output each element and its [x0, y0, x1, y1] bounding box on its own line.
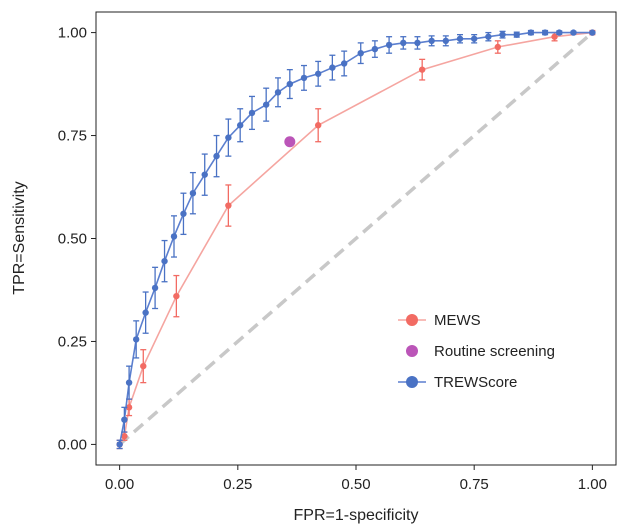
data-point	[286, 80, 294, 88]
data-point	[170, 233, 178, 240]
y-tick-label: 0.25	[58, 333, 87, 350]
data-point	[161, 257, 168, 265]
data-point	[201, 171, 208, 178]
data-point	[527, 29, 535, 36]
data-point	[121, 416, 128, 423]
data-point	[180, 210, 187, 217]
reference-layer	[118, 31, 594, 446]
data-point	[418, 66, 426, 73]
data-point	[140, 362, 147, 370]
legend-marker	[406, 376, 418, 388]
series-layer	[116, 29, 596, 450]
data-point	[589, 29, 596, 36]
data-point	[570, 29, 577, 36]
x-tick-label: 1.00	[578, 476, 607, 493]
data-point	[541, 29, 549, 36]
data-point	[442, 37, 450, 45]
data-point	[329, 64, 336, 71]
data-point	[284, 136, 296, 148]
data-point	[300, 74, 308, 82]
data-point	[485, 33, 492, 40]
data-point	[213, 152, 220, 160]
x-tick-label: 0.50	[341, 476, 370, 493]
legend-item: TREWScore	[398, 374, 517, 391]
data-point	[371, 45, 379, 53]
legend-label: TREWScore	[434, 374, 517, 391]
data-point	[340, 60, 348, 67]
legend-label: Routine screening	[434, 343, 555, 360]
data-point	[556, 29, 563, 36]
legend: MEWS Routine screening TREWScore	[398, 312, 555, 391]
data-point	[125, 404, 133, 411]
x-axis-title: FPR=1-specificity	[294, 507, 419, 524]
data-point	[428, 37, 435, 45]
data-point	[142, 309, 149, 316]
data-point	[357, 49, 364, 57]
y-tick-label: 1.00	[58, 25, 87, 42]
data-point	[225, 134, 232, 141]
data-point	[400, 39, 407, 47]
data-point	[151, 284, 159, 292]
data-point	[314, 122, 322, 129]
data-point	[499, 31, 506, 38]
data-point	[125, 379, 133, 386]
x-tick-label: 0.00	[105, 476, 134, 493]
data-point	[314, 70, 322, 77]
series-routine-screening	[284, 136, 296, 148]
data-point	[456, 35, 464, 42]
data-point	[121, 432, 128, 440]
axis-layer: 0.00 0.25 0.50 0.75 1.00 0.00 0.25 0.50 0.75 1.00	[58, 25, 607, 493]
y-tick-label: 0.75	[58, 128, 87, 145]
legend-marker	[406, 345, 418, 357]
series-trewscore	[116, 29, 596, 450]
y-tick-label: 0.00	[58, 436, 87, 453]
data-point	[173, 292, 180, 300]
data-point	[248, 109, 256, 117]
y-axis-title: TPR=Sensitivity	[11, 181, 28, 294]
data-point	[236, 122, 244, 129]
legend-item: Routine screening	[406, 343, 555, 360]
data-point	[225, 202, 232, 209]
data-point	[132, 336, 140, 343]
data-point	[494, 43, 502, 51]
data-point	[513, 31, 520, 38]
legend-marker	[406, 314, 418, 326]
x-tick-label: 0.75	[460, 476, 489, 493]
data-point	[551, 33, 558, 40]
legend-item: MEWS	[398, 312, 481, 329]
data-point	[189, 190, 197, 197]
x-tick-label: 0.25	[223, 476, 252, 493]
reference-diagonal-line	[118, 31, 594, 446]
data-point	[414, 39, 421, 47]
y-tick-label: 0.50	[58, 231, 87, 248]
data-point	[262, 101, 270, 108]
data-point	[274, 89, 282, 96]
legend-label: MEWS	[434, 312, 481, 329]
data-point	[116, 441, 123, 448]
data-point	[470, 35, 478, 42]
data-point	[385, 41, 393, 49]
